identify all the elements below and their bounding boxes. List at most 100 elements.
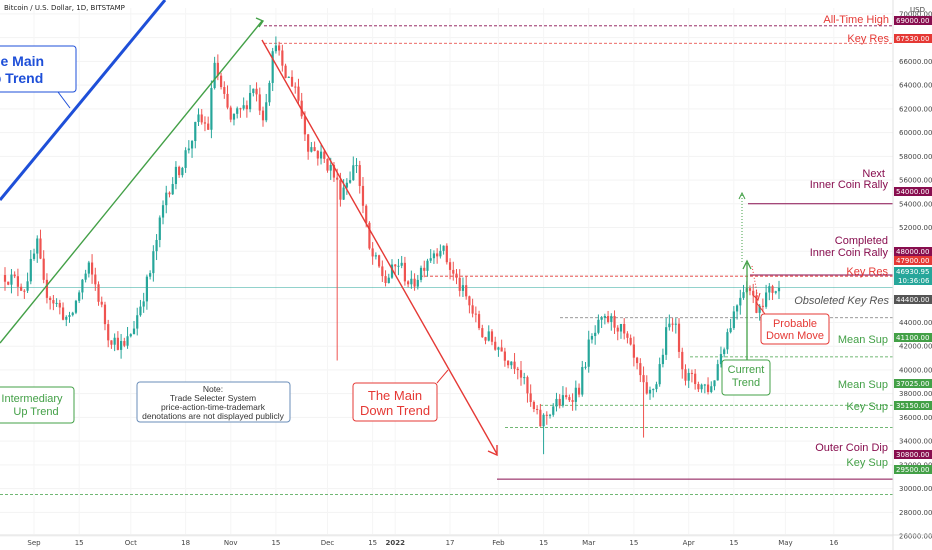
- candle-body: [719, 354, 723, 365]
- candle-body: [368, 222, 371, 249]
- candle-body: [52, 300, 55, 304]
- candle-body: [529, 393, 532, 402]
- candle-body: [78, 292, 81, 301]
- candle-body: [636, 357, 639, 364]
- price-tag-text: 67530.00: [896, 35, 929, 43]
- candle-body: [765, 292, 768, 307]
- candle-body: [487, 331, 490, 341]
- candle-body: [287, 76, 290, 78]
- candle-body: [145, 276, 148, 302]
- candle-body: [271, 51, 274, 83]
- candle-body: [10, 274, 13, 285]
- candle-body: [539, 409, 542, 427]
- candle-body: [774, 291, 777, 293]
- candle-body: [107, 324, 110, 341]
- candle-body: [723, 349, 726, 355]
- candle-body: [365, 205, 368, 223]
- candle-body: [681, 351, 684, 370]
- candle-body: [194, 121, 197, 142]
- candle-body: [587, 339, 590, 367]
- candle-body: [590, 336, 594, 340]
- candle-body: [336, 177, 339, 180]
- candle-body: [71, 312, 74, 316]
- candle-body: [13, 274, 16, 277]
- y-tick-label: 58000.00: [899, 153, 932, 161]
- candle-body: [410, 278, 413, 285]
- candle-body: [516, 368, 519, 371]
- probable-down-text: Down Move: [766, 330, 824, 342]
- y-tick-label: 26000.00: [899, 533, 932, 541]
- candle-body: [242, 105, 245, 109]
- y-tick-label: 28000.00: [899, 509, 932, 517]
- x-tick-label: 17: [446, 539, 455, 547]
- note-text: Trade Selecter System: [170, 393, 256, 403]
- candle-body: [310, 147, 313, 152]
- price-tag-text: 47900.00: [896, 257, 929, 265]
- main-down-trend-text: Down Trend: [360, 403, 430, 418]
- candle-body: [710, 386, 713, 392]
- candle-body: [226, 93, 229, 108]
- y-tick-label: 30000.00: [899, 485, 932, 493]
- candle-body: [713, 380, 716, 387]
- y-tick-label: 36000.00: [899, 414, 932, 422]
- candle-body: [42, 258, 45, 280]
- candle-body: [484, 337, 487, 341]
- candle-body: [471, 305, 474, 314]
- candle-body: [390, 264, 394, 278]
- candle-body: [419, 267, 423, 280]
- candle-body: [507, 360, 510, 366]
- candle-body: [49, 297, 52, 301]
- candle-body: [735, 305, 739, 312]
- note-text: Note:: [203, 384, 223, 394]
- main-up-trendline: [0, 0, 167, 201]
- y-tick-label: 56000.00: [899, 177, 932, 185]
- price-tag-text: 69000.00: [896, 17, 929, 25]
- candle-body: [136, 315, 139, 329]
- candle-body: [400, 262, 403, 266]
- candle-body: [265, 102, 268, 121]
- candle-body: [339, 179, 342, 200]
- label-obsoleted-key-res: Obsoleted Key Res: [794, 295, 889, 307]
- price-tag: [894, 267, 932, 285]
- candle-body: [600, 317, 603, 320]
- candle-body: [771, 286, 774, 293]
- candle-body: [439, 250, 442, 257]
- candle-body: [342, 187, 345, 200]
- candle-body: [465, 285, 468, 297]
- note-text: price-action-time-trademark: [161, 402, 266, 412]
- x-tick-label: 16: [829, 539, 838, 547]
- candle-body: [532, 401, 535, 410]
- candle-body: [752, 290, 755, 296]
- candle-body: [39, 238, 42, 259]
- x-tick-label: 15: [539, 539, 548, 547]
- x-tick-label: 15: [368, 539, 377, 547]
- candle-body: [152, 251, 155, 274]
- x-tick-label: Feb: [492, 539, 505, 547]
- candle-body: [777, 287, 781, 292]
- candle-body: [187, 148, 190, 151]
- intermediary-trendline: [0, 20, 263, 344]
- candle-body: [394, 264, 397, 267]
- candle-body: [729, 328, 732, 333]
- candle-body: [429, 258, 432, 261]
- candle-body: [81, 279, 84, 293]
- candle-body: [90, 262, 94, 275]
- candle-body: [249, 92, 252, 110]
- candle-body: [652, 389, 655, 391]
- candle-body: [252, 88, 255, 93]
- time-axis[interactable]: Sep 15 Oct 18 Nov 15 Dec 15 2022 17 Feb 15 Mar 15 Apr 1…: [0, 534, 932, 547]
- candle-body: [694, 373, 697, 385]
- candle-body: [316, 150, 319, 159]
- note-text: denotations are not displayed publicly: [142, 411, 285, 421]
- candle-body: [361, 185, 365, 206]
- candle-body: [239, 108, 242, 110]
- candle-body: [307, 134, 310, 152]
- candle-body: [113, 337, 116, 345]
- label-key-res: Key Res: [846, 266, 888, 278]
- callout-line: [755, 301, 766, 315]
- candle-body: [497, 347, 500, 350]
- candle-body: [661, 354, 664, 365]
- candle-body: [726, 332, 729, 350]
- candle-body: [416, 279, 419, 287]
